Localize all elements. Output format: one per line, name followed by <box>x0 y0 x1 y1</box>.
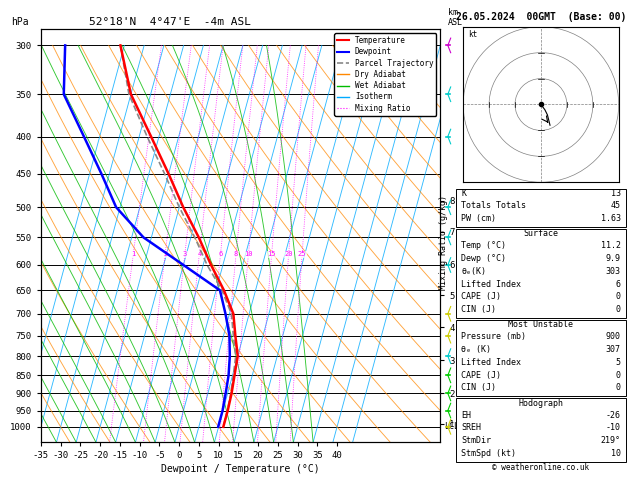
Text: PW (cm): PW (cm) <box>461 214 496 223</box>
Text: 5: 5 <box>616 358 621 367</box>
Text: 900: 900 <box>606 332 621 341</box>
X-axis label: Dewpoint / Temperature (°C): Dewpoint / Temperature (°C) <box>161 465 320 474</box>
Text: CIN (J): CIN (J) <box>461 383 496 392</box>
Text: 0: 0 <box>616 371 621 380</box>
Text: CAPE (J): CAPE (J) <box>461 371 501 380</box>
Text: 20: 20 <box>284 251 293 257</box>
Text: -10: -10 <box>606 423 621 433</box>
Text: © weatheronline.co.uk: © weatheronline.co.uk <box>493 463 589 472</box>
Text: hPa: hPa <box>11 17 28 27</box>
Text: Totals Totals: Totals Totals <box>461 201 526 210</box>
Text: Surface: Surface <box>523 229 559 239</box>
Text: StmDir: StmDir <box>461 436 491 445</box>
Text: Pressure (mb): Pressure (mb) <box>461 332 526 341</box>
Text: 10: 10 <box>611 449 621 458</box>
Text: 6: 6 <box>616 279 621 289</box>
Text: 1: 1 <box>131 251 135 257</box>
Text: Lifted Index: Lifted Index <box>461 358 521 367</box>
Text: 219°: 219° <box>601 436 621 445</box>
Text: Hodograph: Hodograph <box>518 399 564 408</box>
Text: 3: 3 <box>182 251 187 257</box>
Text: Mixing Ratio (g/kg): Mixing Ratio (g/kg) <box>439 195 448 291</box>
Text: 8: 8 <box>234 251 238 257</box>
Text: 26.05.2024  00GMT  (Base: 00): 26.05.2024 00GMT (Base: 00) <box>456 12 626 22</box>
Text: 6: 6 <box>218 251 223 257</box>
Text: 1.63: 1.63 <box>601 214 621 223</box>
Text: K: K <box>461 190 466 198</box>
Text: 0: 0 <box>616 383 621 392</box>
Bar <box>456 398 626 462</box>
Text: θₑ(K): θₑ(K) <box>461 267 486 276</box>
Text: km
ASL: km ASL <box>448 8 464 27</box>
Text: 13: 13 <box>611 190 621 198</box>
Text: 4: 4 <box>198 251 201 257</box>
Text: EH: EH <box>461 411 471 419</box>
Legend: Temperature, Dewpoint, Parcel Trajectory, Dry Adiabat, Wet Adiabat, Isotherm, Mi: Temperature, Dewpoint, Parcel Trajectory… <box>334 33 437 116</box>
Bar <box>456 189 626 227</box>
Text: 10: 10 <box>244 251 253 257</box>
Text: -26: -26 <box>606 411 621 419</box>
Text: Temp (°C): Temp (°C) <box>461 242 506 250</box>
Text: 9.9: 9.9 <box>606 254 621 263</box>
Text: 11.2: 11.2 <box>601 242 621 250</box>
Text: LCL: LCL <box>444 422 459 431</box>
Text: 0: 0 <box>616 305 621 314</box>
Text: 45: 45 <box>611 201 621 210</box>
Text: CAPE (J): CAPE (J) <box>461 293 501 301</box>
Text: θₑ (K): θₑ (K) <box>461 345 491 354</box>
Text: 2: 2 <box>163 251 167 257</box>
Bar <box>456 228 626 318</box>
Text: 303: 303 <box>606 267 621 276</box>
Text: 15: 15 <box>267 251 276 257</box>
Text: Dewp (°C): Dewp (°C) <box>461 254 506 263</box>
Text: Lifted Index: Lifted Index <box>461 279 521 289</box>
Text: SREH: SREH <box>461 423 481 433</box>
Text: 307: 307 <box>606 345 621 354</box>
Text: 52°18'N  4°47'E  -4m ASL: 52°18'N 4°47'E -4m ASL <box>89 17 251 27</box>
Bar <box>456 320 626 396</box>
Text: Most Unstable: Most Unstable <box>508 320 574 330</box>
Text: 0: 0 <box>616 293 621 301</box>
Text: CIN (J): CIN (J) <box>461 305 496 314</box>
Text: StmSpd (kt): StmSpd (kt) <box>461 449 516 458</box>
Text: kt: kt <box>469 30 477 39</box>
Text: 25: 25 <box>298 251 306 257</box>
